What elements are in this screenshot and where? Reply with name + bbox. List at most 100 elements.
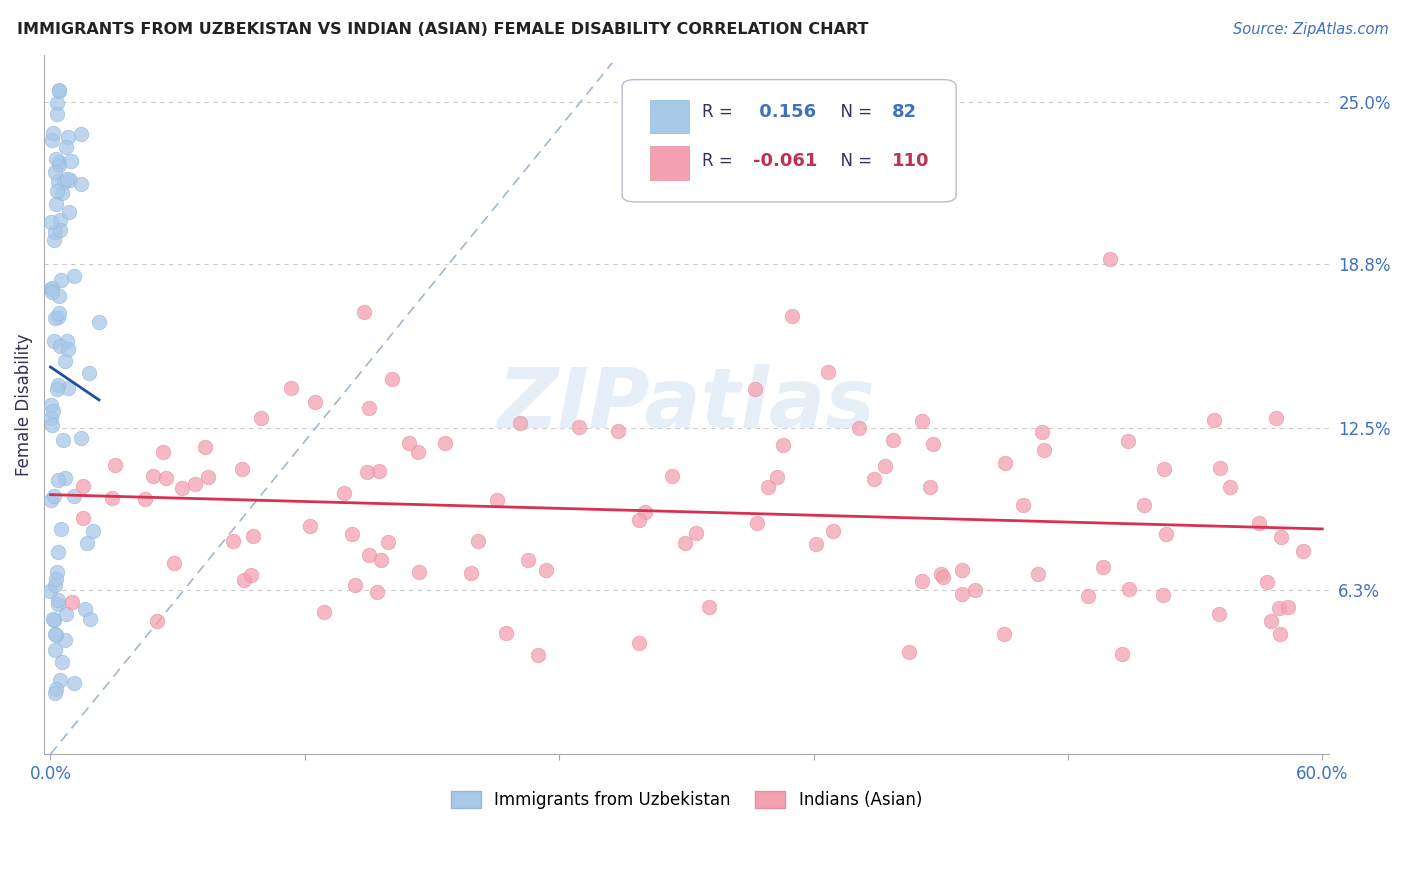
Text: IMMIGRANTS FROM UZBEKISTAN VS INDIAN (ASIAN) FEMALE DISABILITY CORRELATION CHART: IMMIGRANTS FROM UZBEKISTAN VS INDIAN (AS… [17, 22, 869, 37]
Point [42, 613, 65, 627]
Point [44, 225, 66, 239]
Point [48, 154, 70, 169]
Point [1208, 607, 1230, 621]
Point [53, 471, 76, 485]
Point [48, 597, 70, 611]
Point [747, 516, 769, 531]
Point [932, 570, 955, 584]
Point [51, 522, 73, 536]
Point [495, 626, 517, 640]
Point [62, 489, 84, 503]
Point [1256, 574, 1278, 589]
Text: ZIPatlas: ZIPatlas [498, 364, 876, 445]
Point [627, 636, 650, 650]
Point [1031, 425, 1053, 439]
Point [607, 424, 630, 438]
Point [467, 533, 489, 548]
Point [381, 372, 404, 386]
Point [44, 642, 66, 657]
Point [1099, 252, 1122, 266]
Point [1033, 442, 1056, 457]
Point [993, 627, 1015, 641]
Point [142, 468, 165, 483]
Point [56, 381, 79, 395]
Point [44, 233, 66, 247]
Point [53, 175, 76, 189]
Point [963, 583, 986, 598]
Point [1153, 461, 1175, 475]
Text: Source: ZipAtlas.com: Source: ZipAtlas.com [1233, 22, 1389, 37]
Point [48, 84, 70, 98]
Point [1154, 527, 1177, 541]
Point [79, 612, 101, 626]
Point [356, 465, 378, 479]
FancyBboxPatch shape [651, 100, 689, 134]
Legend: Immigrants from Uzbekistan, Indians (Asian): Immigrants from Uzbekistan, Indians (Asi… [444, 784, 929, 816]
Point [58, 205, 80, 219]
Point [46, 184, 69, 198]
Point [134, 492, 156, 507]
Point [661, 468, 683, 483]
Point [673, 535, 696, 549]
Point [367, 464, 389, 478]
Point [44, 311, 66, 326]
Point [41, 398, 63, 412]
Point [72, 479, 94, 493]
Point [39, 215, 62, 229]
Point [697, 600, 720, 615]
Point [911, 574, 934, 589]
Point [950, 587, 973, 601]
Point [55, 140, 77, 154]
Point [756, 480, 779, 494]
Point [250, 411, 273, 425]
Point [817, 365, 839, 379]
Point [1219, 480, 1241, 494]
Point [46, 544, 69, 558]
Point [568, 420, 591, 434]
Point [41, 281, 63, 295]
Point [60, 595, 83, 609]
Point [950, 563, 973, 577]
Point [45, 565, 67, 579]
Point [882, 433, 904, 447]
Point [184, 477, 207, 491]
Point [806, 536, 828, 550]
FancyBboxPatch shape [621, 79, 956, 202]
Point [163, 557, 186, 571]
Point [1270, 627, 1292, 641]
Point [782, 309, 804, 323]
Point [627, 513, 650, 527]
Point [52, 434, 75, 448]
Point [1011, 498, 1033, 512]
Text: 110: 110 [891, 153, 929, 170]
Point [49, 339, 72, 353]
Point [56, 343, 79, 357]
Point [1152, 588, 1174, 602]
Point [152, 445, 174, 459]
Point [51, 655, 73, 669]
Point [685, 525, 707, 540]
Point [45, 681, 67, 696]
Point [63, 675, 86, 690]
Point [44, 165, 66, 179]
Point [333, 486, 356, 500]
Point [1091, 559, 1114, 574]
Point [848, 421, 870, 435]
Point [460, 566, 482, 580]
Point [69, 432, 91, 446]
Point [433, 435, 456, 450]
Point [194, 440, 217, 454]
Point [931, 567, 953, 582]
Point [197, 469, 219, 483]
Point [304, 394, 326, 409]
Point [42, 612, 65, 626]
Point [897, 645, 920, 659]
Point [1116, 434, 1139, 448]
Point [239, 567, 262, 582]
Point [772, 437, 794, 451]
Point [70, 127, 93, 141]
Point [56, 334, 79, 348]
Point [766, 469, 789, 483]
Point [48, 289, 70, 303]
Point [1270, 530, 1292, 544]
